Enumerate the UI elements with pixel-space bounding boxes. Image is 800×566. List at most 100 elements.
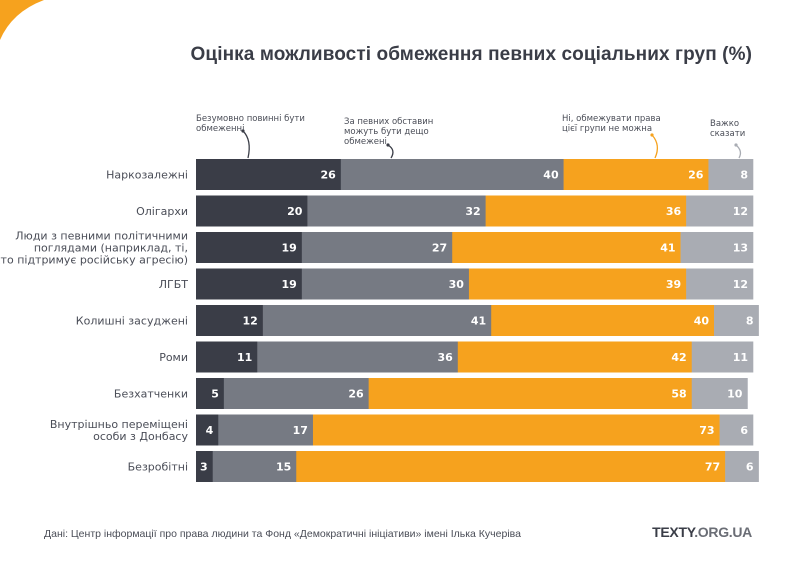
value-label: 17 [293,424,308,437]
value-label: 8 [740,169,748,182]
value-label: 6 [746,461,754,474]
bar-segment [691,378,748,409]
value-label: 36 [666,205,682,218]
bar-segment [196,341,258,373]
bar-segment [491,305,715,336]
category-label: Внутрішньо переміщені особи з Донбасу [50,418,189,443]
legend-label: Важко сказати [710,119,745,139]
bar-row: 5 26 58 10 [196,378,748,409]
bar-segment [257,341,459,373]
category-label: ЛГБТ [159,278,189,291]
bar-segment [301,268,470,300]
logo: TEXTY.ORG.UA [652,524,752,540]
bar-segment [307,195,486,227]
legend-label: Безумовно повинні бути обмеженні [196,114,305,134]
bar-segment [725,451,759,482]
bar-row: 26 40 26 8 [196,159,754,190]
bar-segment [340,159,564,190]
legend-leader-line [387,144,394,159]
category-label: Безхатченки [114,388,188,401]
value-label: 11 [237,351,252,364]
bar-segment [563,159,709,190]
legend-leader-line [651,134,659,159]
legend-item: За певних обставин можуть бути дещо обмеже… [344,117,433,159]
legend-item: Безумовно повинні бути обмеженні [196,114,305,159]
category-labels: Наркозалежні Олігархи Люди з певними політ… [0,169,188,474]
value-label: 8 [746,315,754,328]
logo-main: TEXTY [652,524,695,540]
legend-leader-dot [734,143,738,147]
bar-segment [680,232,754,263]
bar-row: 19 27 41 13 [196,232,754,263]
legend: Безумовно повинні бути обмеженні За певних… [196,114,745,159]
value-label: 41 [471,315,486,328]
value-label: 27 [432,242,447,255]
value-label: 26 [321,169,337,182]
value-label: 6 [740,424,748,437]
bar-segment [686,195,754,227]
value-label: 73 [699,424,714,437]
legend-label: Ні, обмежувати права цієї групи не можна [562,114,661,134]
bar-segment [719,414,754,446]
value-label: 26 [348,388,364,401]
value-label: 30 [449,278,465,291]
legend-item: Ні, обмежувати права цієї групи не можна [562,114,661,159]
value-label: 77 [705,461,720,474]
value-label: 19 [282,278,297,291]
bar-segment [468,268,687,300]
bar-segment [212,451,297,482]
chart-title: Оцінка можливості обмеження певних соціа… [190,44,752,65]
value-label: 11 [733,351,748,364]
category-label: Люди з певними політичними поглядами (нап… [0,230,188,267]
value-label: 32 [465,205,480,218]
value-label: 40 [543,169,559,182]
category-label: Колишні засуджені [76,315,188,328]
category-label: Наркозалежні [106,169,188,182]
value-label: 3 [200,461,208,474]
value-label: 4 [206,424,214,437]
bar-segment [457,341,693,373]
logo-domain: .ORG.UA [694,524,752,540]
bar-row: 12 41 40 8 [196,305,759,336]
value-label: 40 [694,315,710,328]
legend-item: Важко сказати [710,119,745,159]
value-label: 13 [733,242,748,255]
value-label: 5 [211,388,219,401]
value-label: 41 [660,242,675,255]
bar-segment [312,414,720,446]
value-label: 12 [243,315,258,328]
bar-row: 3 15 77 6 [196,451,759,482]
bar-segment [686,268,754,300]
category-label: Безробітні [128,461,188,474]
bar-segment [485,195,687,227]
bar-segment [262,305,492,336]
value-label: 39 [666,278,681,291]
bar-row: 11 36 42 11 [196,341,754,373]
bar-segment [691,341,754,373]
value-label: 15 [276,461,291,474]
bar-segment [196,232,303,263]
value-label: 42 [671,351,686,364]
bar-segment [223,378,369,409]
bar-segment [196,195,308,227]
bar-row: 19 30 39 12 [196,268,754,300]
bar-segment [708,159,754,190]
bar-segment [452,232,681,263]
corner-decoration [0,0,44,40]
bar-segment [196,378,225,409]
category-label: Роми [159,351,188,364]
legend-leader-dot [650,133,654,137]
bar-segment [301,232,453,263]
bar-segment [218,414,314,446]
legend-leader-dot [241,129,245,133]
value-label: 36 [437,351,453,364]
bar-segment [296,451,726,482]
value-label: 58 [671,388,686,401]
legend-label: За певних обставин можуть бути дещо обмеже… [344,117,433,147]
legend-leader-dot [386,143,390,147]
value-label: 10 [727,388,743,401]
source-note: Дані: Центр інформації про права людини … [44,528,521,540]
legend-leader-line [735,144,742,159]
